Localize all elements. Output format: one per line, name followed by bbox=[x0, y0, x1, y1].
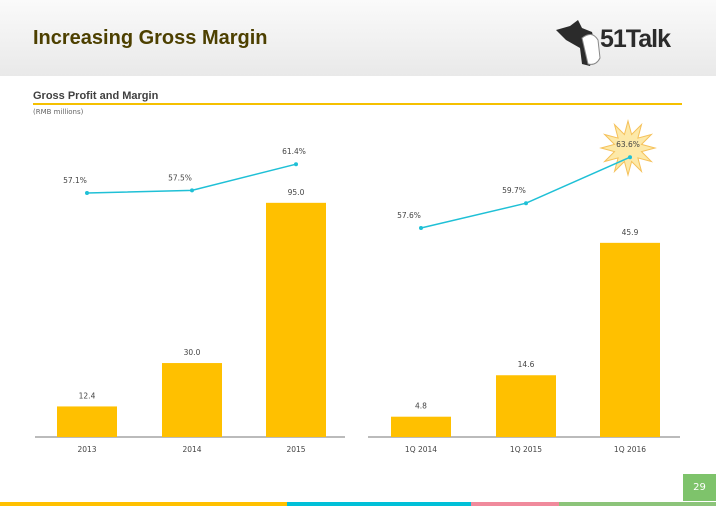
margin-point bbox=[628, 155, 632, 160]
starburst-highlight bbox=[599, 119, 657, 177]
margin-label: 57.5% bbox=[168, 173, 192, 182]
bar-value-label: 45.9 bbox=[622, 228, 639, 237]
margin-point bbox=[190, 188, 194, 193]
bar-value-label: 95.0 bbox=[288, 188, 305, 197]
x-tick-label: 1Q 2015 bbox=[510, 445, 542, 454]
x-tick-label: 1Q 2016 bbox=[614, 445, 646, 454]
margin-point bbox=[419, 226, 423, 230]
bar bbox=[391, 416, 451, 437]
bar-value-label: 14.6 bbox=[518, 360, 535, 369]
unit-label: (RMB millions) bbox=[33, 108, 84, 116]
bar-value-label: 30.0 bbox=[184, 348, 201, 357]
page-number: 29 bbox=[683, 474, 716, 501]
footer-stripe-yellow bbox=[0, 502, 287, 506]
footer-stripe-cyan bbox=[287, 502, 471, 506]
bar bbox=[162, 363, 222, 437]
section-title: Gross Profit and Margin bbox=[33, 90, 159, 102]
margin-label: 57.6% bbox=[397, 211, 421, 220]
page-title: Increasing Gross Margin bbox=[33, 27, 268, 49]
bar-value-label: 12.4 bbox=[79, 391, 96, 400]
bar bbox=[496, 375, 556, 437]
bar-value-label: 4.8 bbox=[415, 402, 427, 411]
margin-point bbox=[85, 191, 89, 195]
logo-hand-icon bbox=[556, 20, 601, 66]
margin-label: 63.6% bbox=[616, 140, 640, 149]
bar bbox=[266, 202, 326, 437]
logo-text: 51Talk bbox=[600, 25, 671, 53]
margin-point bbox=[524, 201, 528, 206]
footer-stripe-green bbox=[559, 502, 716, 506]
x-tick-label: 2013 bbox=[77, 445, 96, 454]
bar bbox=[600, 242, 660, 437]
margin-label: 61.4% bbox=[282, 147, 306, 156]
footer-stripe-pink bbox=[471, 502, 559, 506]
margin-point bbox=[294, 162, 298, 167]
margin-label: 59.7% bbox=[502, 186, 526, 195]
x-tick-label: 2014 bbox=[182, 445, 201, 454]
section-divider bbox=[33, 103, 682, 105]
bar bbox=[57, 406, 117, 437]
x-tick-label: 2015 bbox=[286, 445, 305, 454]
x-tick-label: 1Q 2014 bbox=[405, 445, 437, 454]
margin-label: 57.1% bbox=[63, 176, 87, 185]
